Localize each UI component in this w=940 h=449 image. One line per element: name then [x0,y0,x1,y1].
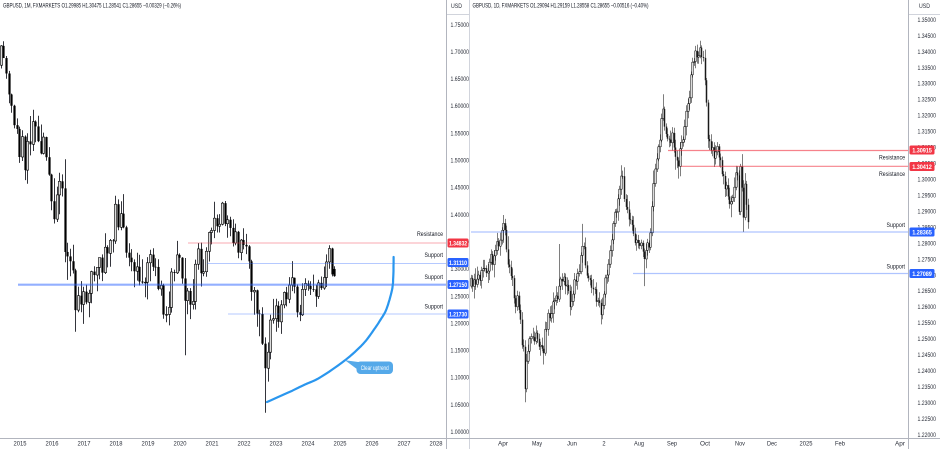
svg-text:1.32500: 1.32500 [918,97,937,104]
svg-text:2017: 2017 [78,440,91,447]
svg-text:1.32000: 1.32000 [918,113,937,120]
svg-text:1.65000: 1.65000 [451,76,470,83]
svg-text:1.30000: 1.30000 [918,177,937,184]
svg-text:USD: USD [919,3,930,10]
svg-text:2016: 2016 [46,440,59,447]
svg-text:2022: 2022 [238,440,251,447]
svg-text:1.22500: 1.22500 [918,416,937,423]
svg-text:2019: 2019 [142,440,155,447]
svg-text:1.30000: 1.30000 [451,266,470,273]
svg-text:1.31500: 1.31500 [918,129,937,136]
svg-text:1.28365: 1.28365 [912,229,932,236]
svg-text:1.15000: 1.15000 [451,348,470,355]
svg-text:1.33000: 1.33000 [918,81,937,88]
svg-text:1.27150: 1.27150 [449,282,467,289]
svg-text:1.27089: 1.27089 [912,271,932,278]
svg-text:1.35000: 1.35000 [918,17,937,24]
svg-text:1.00000: 1.00000 [451,429,470,436]
svg-text:2025: 2025 [800,440,813,447]
svg-text:1.28000: 1.28000 [918,240,937,247]
svg-text:1.22000: 1.22000 [918,432,937,439]
svg-text:1.21730: 1.21730 [449,311,467,318]
svg-text:1.25500: 1.25500 [918,320,937,327]
svg-text:2028: 2028 [430,440,443,447]
svg-text:Clear uptrend: Clear uptrend [361,365,389,372]
svg-text:1.70000: 1.70000 [451,49,470,56]
svg-text:2026: 2026 [366,440,379,447]
svg-text:Support: Support [887,222,906,229]
svg-text:1.40000: 1.40000 [451,212,470,219]
svg-text:1.25000: 1.25000 [451,293,470,300]
svg-text:1.34500: 1.34500 [918,33,937,40]
svg-text:2025: 2025 [334,440,347,447]
svg-text:GBPUSD, 1D, FXMARKETS O1.2909: GBPUSD, 1D, FXMARKETS O1.29094 H1.29159 … [473,2,649,9]
svg-text:2020: 2020 [174,440,187,447]
svg-text:GBPUSD, 1M, FXMARKETS O1.2998: GBPUSD, 1M, FXMARKETS O1.29985 H1.30475 … [3,2,181,9]
svg-text:1.29500: 1.29500 [918,193,937,200]
svg-text:1.45000: 1.45000 [451,185,470,192]
svg-text:1.33500: 1.33500 [918,65,937,72]
svg-text:1.34832: 1.34832 [449,240,467,247]
svg-text:1.34000: 1.34000 [918,49,937,56]
svg-text:2018: 2018 [110,440,123,447]
svg-text:1.23500: 1.23500 [918,384,937,391]
svg-text:1.26500: 1.26500 [918,288,937,295]
svg-text:May: May [532,440,542,447]
svg-text:2024: 2024 [302,440,315,447]
svg-text:1.20000: 1.20000 [451,321,470,328]
svg-text:2027: 2027 [398,440,411,447]
svg-text:Support: Support [887,264,906,271]
svg-text:Resistance: Resistance [879,155,905,162]
svg-text:Dec: Dec [767,440,777,447]
svg-text:1.29000: 1.29000 [918,208,937,215]
svg-text:1.25000: 1.25000 [918,336,937,343]
svg-text:Resistance: Resistance [879,171,905,178]
svg-text:Feb: Feb [835,440,845,447]
svg-text:Sep: Sep [667,440,677,447]
svg-text:1.50000: 1.50000 [451,158,470,165]
svg-text:2021: 2021 [206,440,219,447]
svg-text:1.10000: 1.10000 [451,375,470,382]
svg-text:2: 2 [602,440,605,447]
svg-text:Resistance: Resistance [417,231,443,238]
svg-text:USD: USD [451,3,462,10]
svg-text:Oct: Oct [700,440,710,447]
svg-text:Support: Support [425,274,444,281]
svg-text:1.30915: 1.30915 [912,147,932,154]
svg-text:1.23000: 1.23000 [918,400,937,407]
svg-text:1.26000: 1.26000 [918,304,937,311]
svg-text:2015: 2015 [14,440,27,447]
svg-text:Nov: Nov [735,440,745,447]
svg-text:Aug: Aug [634,440,644,447]
svg-text:Support: Support [425,304,444,311]
svg-text:1.24000: 1.24000 [918,368,937,375]
svg-text:Support: Support [425,252,444,259]
svg-text:Jun: Jun [567,440,577,447]
svg-text:1.60000: 1.60000 [451,103,470,110]
svg-text:1.30412: 1.30412 [912,164,932,171]
svg-text:Apr: Apr [895,440,906,447]
svg-text:Apr: Apr [498,440,509,447]
svg-text:1.24500: 1.24500 [918,352,937,359]
svg-text:1.55000: 1.55000 [451,130,470,137]
svg-text:2023: 2023 [270,440,283,447]
svg-text:1.31110: 1.31110 [449,260,467,267]
svg-text:1.75000: 1.75000 [451,22,470,29]
svg-text:1.05000: 1.05000 [451,402,470,409]
svg-text:1.27500: 1.27500 [918,256,937,263]
